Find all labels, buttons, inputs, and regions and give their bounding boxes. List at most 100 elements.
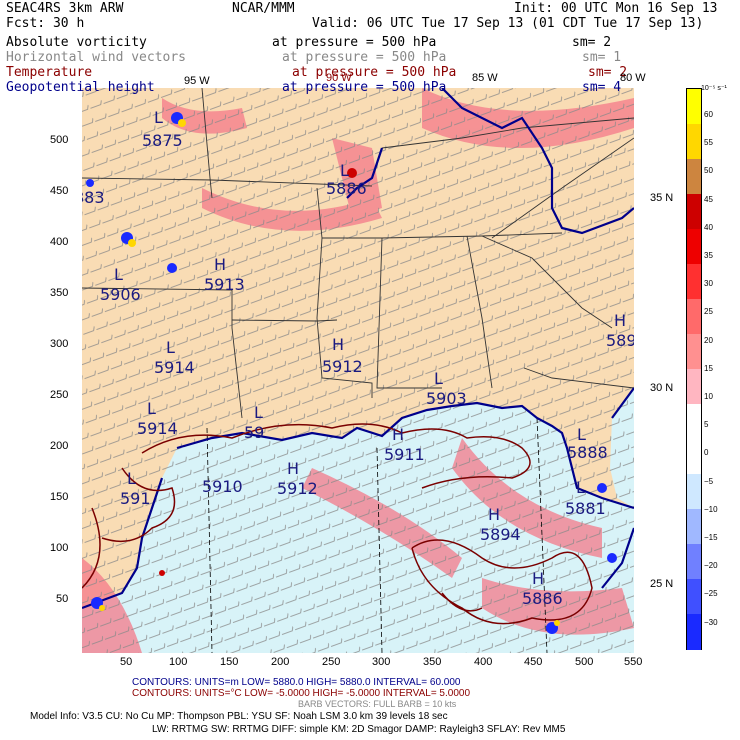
footer-model-info-2: LW: RRTMG SW: RRTMG DIFF: simple KM: 2D …	[152, 724, 566, 735]
height-label-type: L	[166, 338, 175, 357]
height-label-value: 5894	[480, 525, 521, 544]
y-tick: 50	[56, 593, 69, 605]
lat-lon-grid	[206, 417, 548, 653]
colorbar-unit: 10⁻⁵ s⁻¹	[701, 85, 727, 92]
field-sm-temperature: sm= 2	[588, 65, 628, 80]
colorbar-segment	[687, 194, 701, 212]
lon-label: 90 W	[326, 72, 352, 84]
init-time: Init: 00 UTC Mon 16 Sep 13	[514, 1, 718, 16]
footer-contours-temp: CONTOURS: UNITS=°C LOW= -5.0000 HIGH= -5…	[132, 688, 471, 699]
colorbar-segment	[687, 316, 701, 335]
height-label-value: 589	[606, 331, 634, 350]
height-label-type: H	[614, 311, 626, 330]
temperature-contours	[82, 423, 593, 625]
colorbar-label: 50	[704, 166, 713, 176]
colorbar-segment	[687, 106, 701, 125]
height-label-value: 5914	[154, 358, 195, 377]
lat-label: 30 N	[650, 382, 674, 394]
colorbar-segment	[687, 631, 701, 650]
height-label-value: 59	[244, 423, 264, 442]
height-label-value: 5914	[137, 419, 178, 438]
height-label-value: 5903	[426, 389, 467, 408]
state-boundaries	[82, 88, 634, 419]
height-label-type: H	[488, 505, 500, 524]
y-tick: 300	[50, 338, 69, 350]
colorbar-segment	[687, 474, 701, 492]
field-sm-height: sm= 4	[582, 80, 622, 95]
weather-map: L 5875 L 5886 883 H 5913 L 5906 L 5914 H…	[82, 88, 634, 653]
colorbar-segment	[687, 526, 701, 545]
colorbar-segment	[687, 596, 701, 615]
footer-model-info: Model Info: V3.5 CU: No Cu MP: Thompson …	[30, 711, 448, 722]
colorbar-segment	[687, 404, 701, 422]
convective-cells	[86, 112, 617, 634]
height-label-value: 5910	[202, 477, 243, 496]
height-label-type: L	[577, 425, 586, 444]
height-label-type: H	[532, 569, 544, 588]
lon-label: 95 W	[184, 75, 210, 87]
colorbar-segment	[687, 264, 701, 282]
height-label-type: L	[340, 161, 349, 180]
colorbar-label: −20	[704, 561, 718, 571]
colorbar-label: 0	[704, 448, 709, 458]
colorbar-segment	[687, 89, 701, 107]
colorbar-label: 10	[704, 392, 713, 401]
colorbar-segment	[687, 334, 701, 352]
field-name-height: Geopotential height	[6, 80, 155, 95]
y-tick: 250	[50, 389, 69, 401]
height-label-value: 5881	[565, 499, 606, 518]
colorbar-segment	[687, 211, 701, 230]
colorbar-segment	[687, 439, 701, 457]
y-tick: 400	[50, 236, 69, 248]
height-label-value: 5886	[326, 179, 367, 198]
height-label-type: H	[392, 425, 404, 444]
colorbar-segment	[687, 579, 701, 597]
height-label-value: 5906	[100, 285, 141, 304]
height-label-value: 5913	[204, 275, 245, 294]
colorbar-segment	[687, 351, 701, 370]
colorbar	[686, 88, 702, 650]
x-tick: 200	[271, 656, 290, 668]
x-tick: 100	[169, 656, 188, 668]
colorbar-segment	[687, 544, 701, 562]
x-tick: 250	[322, 656, 341, 668]
height-label-type: H	[287, 459, 299, 478]
field-name-vorticity: Absolute vorticity	[6, 35, 147, 50]
colorbar-segment	[687, 561, 701, 580]
wind-barbs	[82, 88, 634, 653]
colorbar-segment	[687, 421, 701, 440]
field-level-temperature: at pressure = 500 hPa	[292, 65, 457, 80]
colorbar-segment	[687, 509, 701, 527]
lon-label: 85 W	[472, 72, 498, 84]
colorbar-label: 15	[704, 363, 713, 373]
height-label-value: 5886	[522, 589, 563, 608]
colorbar-segment	[687, 491, 701, 510]
field-level-vorticity: at pressure = 500 hPa	[272, 35, 437, 50]
colorbar-segment	[687, 229, 701, 247]
footer-barbs: BARB VECTORS: FULL BARB = 10 kts	[298, 699, 457, 709]
colorbar-label: −15	[704, 533, 718, 542]
y-tick: 100	[50, 542, 69, 554]
y-tick: 450	[50, 185, 69, 197]
colorbar-label: 30	[704, 279, 713, 289]
height-label-type: L	[254, 403, 263, 422]
height-label-value: 591	[120, 489, 151, 508]
field-sm-wind: sm= 1	[582, 50, 622, 65]
height-label-value: 5875	[142, 131, 183, 150]
colorbar-segment	[687, 456, 701, 475]
colorbar-label: 25	[704, 307, 713, 317]
colorbar-label: −10	[704, 504, 718, 514]
field-name-temperature: Temperature	[6, 65, 93, 80]
x-tick: 400	[474, 656, 493, 668]
valid-time: Valid: 06 UTC Tue 17 Sep 13 (01 CDT Tue …	[312, 16, 704, 31]
colorbar-segment	[687, 159, 701, 177]
height-label-type: L	[127, 469, 136, 488]
y-tick: 350	[50, 287, 69, 299]
lat-label: 25 N	[650, 578, 674, 590]
colorbar-label: 5	[704, 420, 709, 430]
colorbar-segment	[687, 614, 701, 632]
colorbar-segment	[687, 386, 701, 405]
x-tick: 550	[624, 656, 643, 668]
x-tick: 450	[524, 656, 543, 668]
x-tick: 150	[220, 656, 239, 668]
